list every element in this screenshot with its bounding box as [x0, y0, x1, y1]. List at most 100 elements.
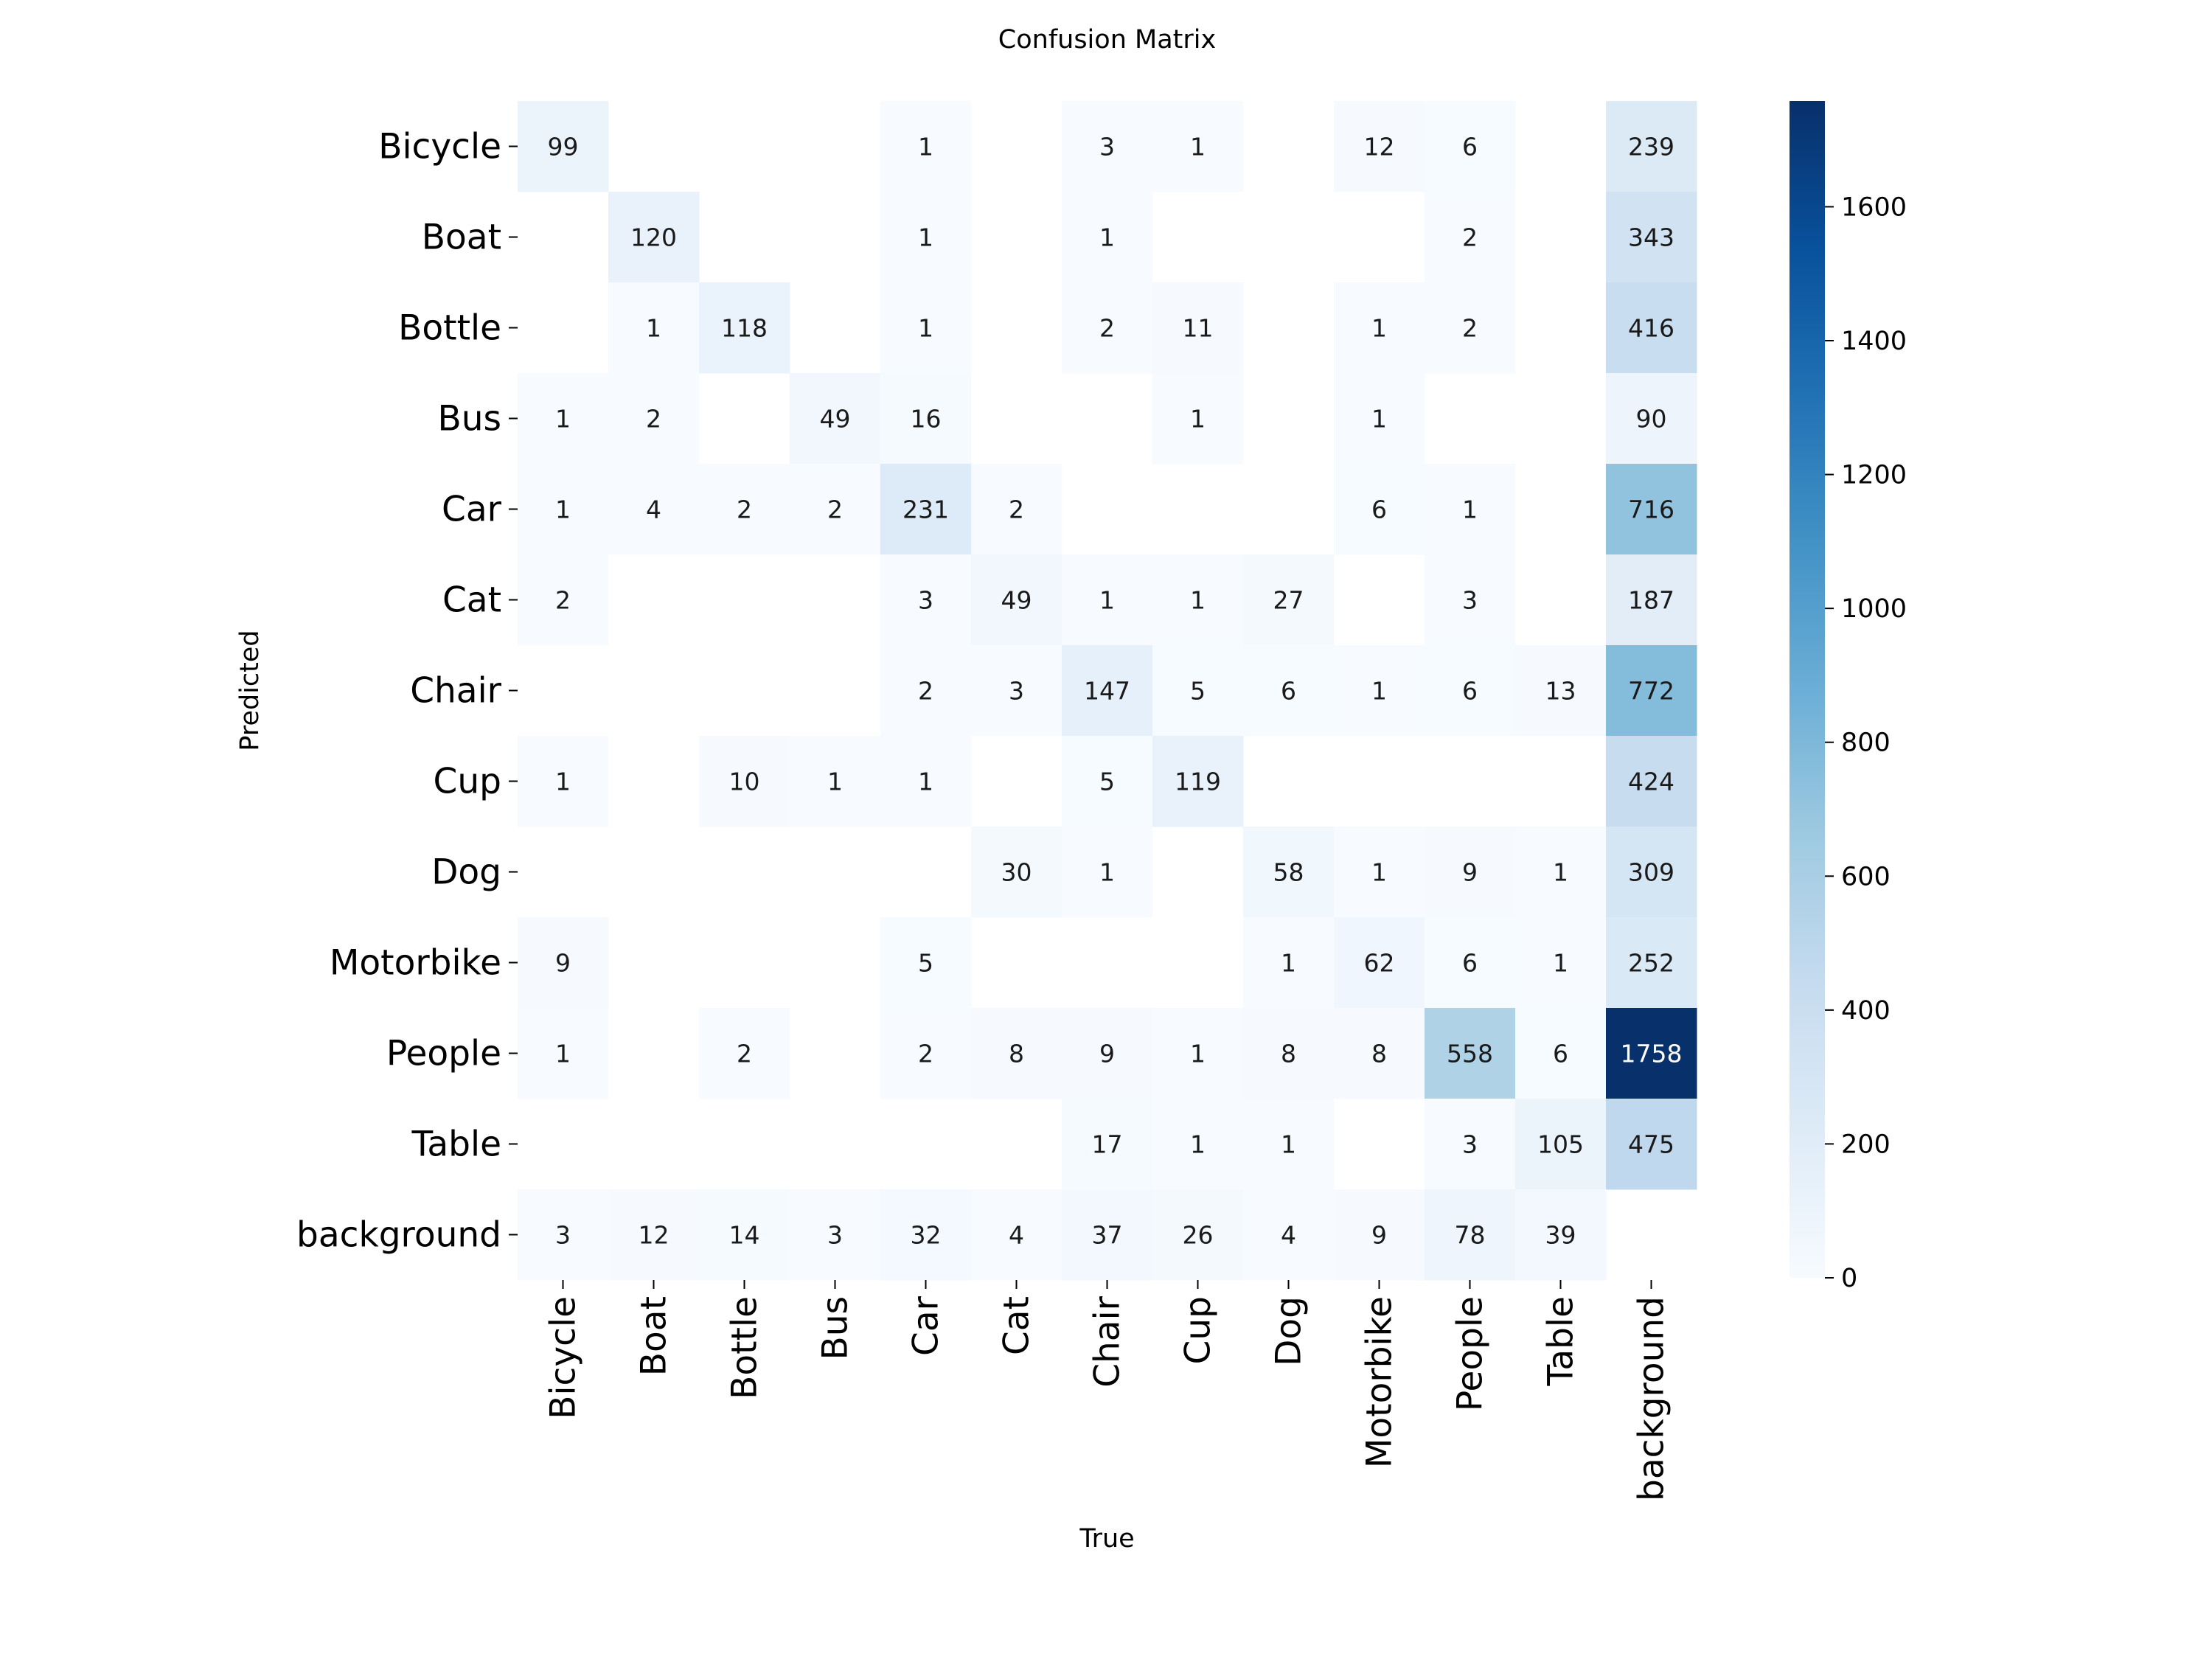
heatmap-cell [1606, 192, 1697, 283]
heatmap-cell [699, 282, 790, 374]
heatmap-cell-label: 4 [1281, 1221, 1296, 1250]
heatmap-cell [1606, 645, 1697, 737]
heatmap-cell-label: 416 [1628, 314, 1674, 343]
heatmap-cell-label: 2 [555, 586, 571, 615]
heatmap-cell-label: 1 [918, 133, 933, 161]
y-tick-label: Table [411, 1124, 501, 1165]
heatmap-cell-label: 252 [1628, 949, 1674, 978]
heatmap-cell [1062, 101, 1153, 192]
x-axis-label: True [1079, 1524, 1134, 1554]
y-axis-label: Predicted [235, 630, 265, 751]
heatmap-cell-label: 4 [1009, 1221, 1024, 1250]
heatmap-cell-label: 716 [1628, 495, 1674, 524]
heatmap-cell [1062, 282, 1153, 374]
colorbar [1790, 101, 1825, 1278]
heatmap-cell-label: 90 [1636, 405, 1667, 434]
heatmap-cell [1606, 1099, 1697, 1190]
heatmap-cell [971, 1189, 1062, 1281]
heatmap-cell-label: 2 [737, 495, 752, 524]
x-tick-label: Cup [1178, 1296, 1219, 1364]
heatmap-cell-label: 1 [1371, 405, 1387, 434]
heatmap-cell-label: 1 [555, 495, 571, 524]
heatmap-cell [1243, 645, 1335, 737]
heatmap-cell [1334, 1189, 1425, 1281]
x-tick-label: Cat [997, 1296, 1037, 1355]
y-tick-label: People [386, 1034, 501, 1074]
heatmap-cell [880, 464, 972, 555]
colorbar-tick-label: 1200 [1841, 461, 1907, 490]
colorbar-tick-label: 200 [1841, 1130, 1891, 1159]
heatmap-cell-label: 6 [1462, 949, 1478, 978]
heatmap-cell-label: 2 [1099, 314, 1115, 343]
y-tick-label: Boat [422, 218, 501, 258]
heatmap-cell-label: 13 [1545, 677, 1576, 706]
colorbar-tick-label: 0 [1841, 1264, 1857, 1293]
heatmap-cell [1062, 1008, 1153, 1099]
heatmap-cell [880, 1189, 972, 1281]
heatmap-cell [1334, 464, 1425, 555]
heatmap-cell [1606, 1008, 1697, 1099]
x-tick-label: background [1632, 1296, 1672, 1501]
heatmap-cell [971, 1008, 1062, 1099]
heatmap-cell [1425, 917, 1516, 1009]
heatmap-cell [608, 192, 700, 283]
heatmap-cell-label: 5 [1190, 677, 1206, 706]
heatmap-cell-label: 78 [1455, 1221, 1486, 1250]
x-tick-label: People [1450, 1296, 1491, 1411]
heatmap-cell [880, 1008, 972, 1099]
heatmap-cell-label: 1 [555, 768, 571, 796]
heatmap-cell-label: 49 [1001, 586, 1032, 615]
y-tick-label: Cup [434, 762, 501, 802]
heatmap-cell [608, 464, 700, 555]
colorbar-tick-label: 1000 [1841, 594, 1907, 624]
heatmap-cell-label: 1 [1099, 223, 1115, 252]
heatmap-cell-label: 4 [646, 495, 661, 524]
heatmap-cell [1062, 1099, 1153, 1190]
heatmap-cell-label: 8 [1009, 1040, 1024, 1068]
colorbar-tick-label: 400 [1841, 996, 1891, 1026]
heatmap-cell-label: 2 [1462, 314, 1478, 343]
heatmap-cell [1062, 1189, 1153, 1281]
heatmap-cell [1152, 736, 1244, 827]
heatmap-cell-label: 26 [1183, 1221, 1214, 1250]
heatmap-cells [518, 101, 1697, 1281]
heatmap-cell-label: 1 [646, 314, 661, 343]
heatmap-cell [1334, 1008, 1425, 1099]
heatmap-cell [971, 464, 1062, 555]
heatmap-cell-label: 1 [918, 314, 933, 343]
heatmap-cell-label: 99 [548, 133, 579, 161]
heatmap-cell [1243, 917, 1335, 1009]
heatmap-cell [971, 827, 1062, 918]
heatmap-cell-label: 1 [918, 223, 933, 252]
heatmap-cell [1606, 827, 1697, 918]
heatmap-cell [1152, 1008, 1244, 1099]
heatmap-cell [790, 464, 881, 555]
heatmap-cell-label: 39 [1545, 1221, 1576, 1250]
x-tick-label: Boat [634, 1296, 675, 1376]
y-tick-label: Bottle [398, 308, 501, 349]
heatmap-cell-label: 239 [1628, 133, 1674, 161]
heatmap-cell [1062, 827, 1153, 918]
y-tick-label: Chair [410, 671, 501, 712]
heatmap-cell-label: 2 [737, 1040, 752, 1068]
heatmap-cell [1152, 282, 1244, 374]
heatmap-cell-label: 58 [1273, 858, 1304, 887]
heatmap-cell-label: 27 [1273, 586, 1304, 615]
heatmap-cell [1515, 645, 1607, 737]
heatmap-cell-label: 558 [1447, 1040, 1493, 1068]
heatmap-cell [1425, 645, 1516, 737]
heatmap-cell [1515, 1189, 1607, 1281]
heatmap-cell [880, 282, 972, 374]
heatmap-cell [971, 645, 1062, 737]
heatmap-cell-label: 8 [1281, 1040, 1296, 1068]
heatmap-cell [1334, 645, 1425, 737]
colorbar-ticks: 0 200 400 600 800 1000 1200 1400 1600 [1825, 192, 1907, 1293]
heatmap-cell [1515, 917, 1607, 1009]
heatmap-cell-label: 120 [630, 223, 677, 252]
heatmap-cell-label: 14 [729, 1221, 760, 1250]
heatmap-cell [790, 1189, 881, 1281]
heatmap-cell-label: 1 [1099, 586, 1115, 615]
heatmap-cell [790, 373, 881, 465]
heatmap-cell [608, 282, 700, 374]
